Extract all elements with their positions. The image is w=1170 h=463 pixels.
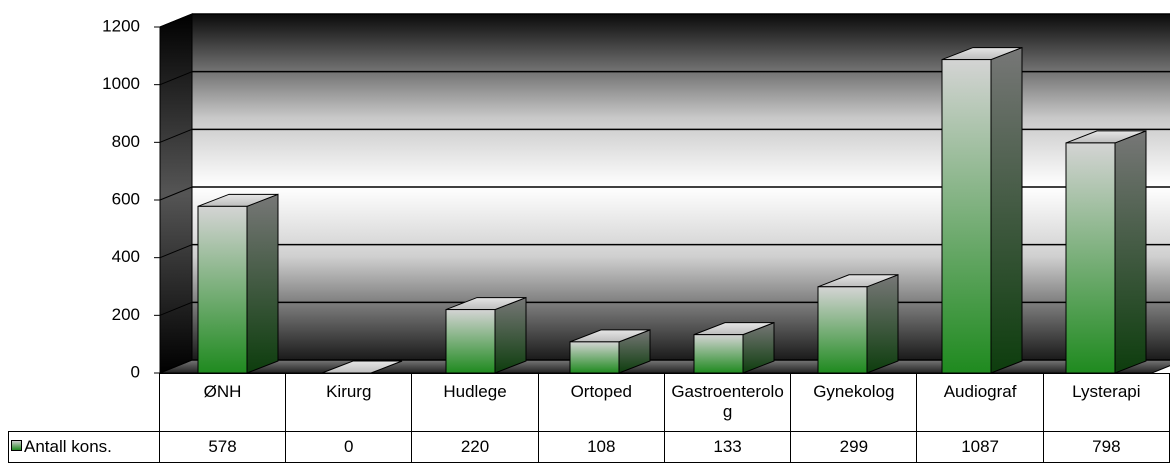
value-label: 220 bbox=[411, 431, 539, 463]
value-label: 299 bbox=[790, 431, 918, 463]
category-label: Hudlege bbox=[411, 373, 539, 432]
y-tick-label: 1200 bbox=[102, 16, 140, 35]
category-label: Kirurg bbox=[285, 373, 413, 432]
grid-line bbox=[159, 244, 193, 259]
legend-cell: Antall kons. bbox=[8, 431, 160, 463]
grid-line bbox=[159, 71, 193, 86]
value-label: 798 bbox=[1042, 431, 1170, 463]
legend-swatch bbox=[11, 440, 22, 451]
y-tick-label: 200 bbox=[112, 305, 140, 324]
category-label: Gastroenterolog bbox=[663, 373, 792, 432]
bar bbox=[569, 341, 620, 374]
bar-side bbox=[990, 46, 1023, 374]
grid-line bbox=[159, 13, 193, 28]
bar bbox=[817, 286, 868, 374]
y-tick-label: 1000 bbox=[102, 74, 140, 93]
value-label: 578 bbox=[158, 431, 287, 463]
bar bbox=[941, 59, 992, 374]
y-tick-label: 800 bbox=[112, 132, 140, 151]
category-label: Ortoped bbox=[537, 373, 665, 432]
bar-side bbox=[1114, 130, 1147, 374]
y-tick-label: 400 bbox=[112, 247, 140, 266]
y-tick-label: 0 bbox=[131, 362, 140, 381]
y-tick-label: 600 bbox=[112, 189, 140, 208]
bar bbox=[693, 334, 744, 374]
bar-side bbox=[494, 296, 527, 374]
value-label: 1087 bbox=[916, 431, 1044, 463]
category-label: Audiograf bbox=[916, 373, 1044, 432]
bar-side bbox=[866, 274, 899, 374]
value-label: 133 bbox=[663, 431, 792, 463]
bar-side bbox=[246, 193, 279, 374]
bar bbox=[445, 309, 496, 374]
value-label: 108 bbox=[537, 431, 665, 463]
grid-line bbox=[159, 359, 193, 374]
blank-cell bbox=[8, 373, 160, 432]
grid-line bbox=[159, 301, 193, 316]
grid-line bbox=[159, 128, 193, 143]
bar bbox=[1065, 142, 1116, 374]
grid-line bbox=[159, 186, 193, 201]
category-label: Gynekolog bbox=[790, 373, 918, 432]
category-label: Lysterapi bbox=[1042, 373, 1170, 432]
legend-label: Antall kons. bbox=[24, 437, 112, 456]
data-table: ØNH Kirurg Hudlege Ortoped Gastroenterolog Gy… bbox=[8, 373, 1170, 463]
value-label: 0 bbox=[285, 431, 413, 463]
bar bbox=[197, 205, 248, 374]
category-label: ØNH bbox=[158, 373, 287, 432]
